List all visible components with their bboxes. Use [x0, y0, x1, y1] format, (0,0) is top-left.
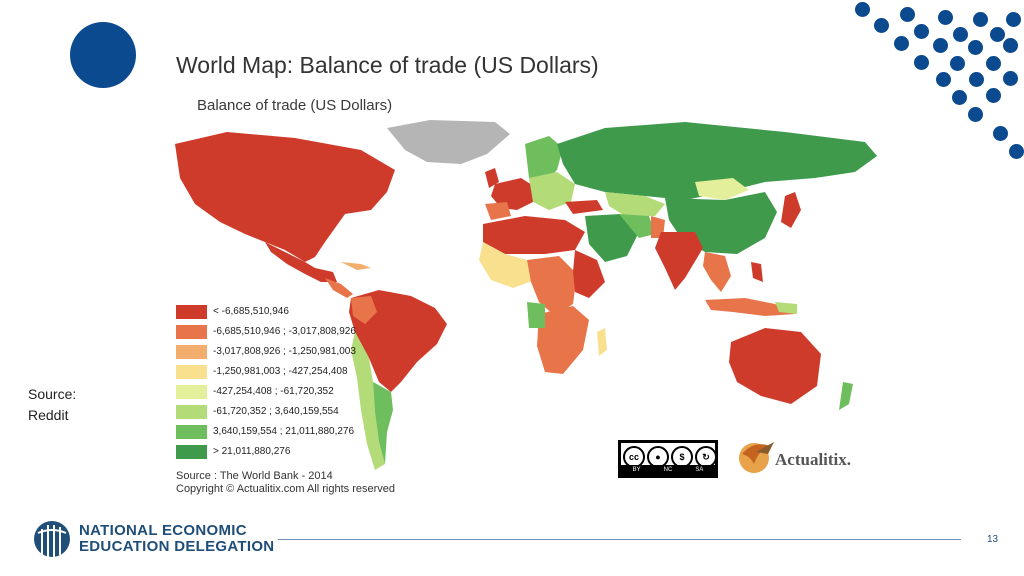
middle-east-region	[585, 214, 639, 262]
india-region	[655, 232, 703, 290]
legend-swatch	[176, 364, 207, 379]
world-map	[175, 120, 877, 470]
legend-label: 3,640,159,554 ; 21,011,880,276	[213, 426, 355, 437]
cc-badge-terms: BY NC SA	[621, 465, 715, 475]
legend-label: > 21,011,880,276	[213, 446, 291, 457]
north-america-region	[175, 132, 395, 262]
indonesia-region	[705, 298, 795, 316]
org-line-1: NATIONAL ECONOMIC	[79, 522, 247, 539]
uk-region	[485, 168, 499, 188]
page-number: 13	[987, 534, 999, 545]
southeast-asia-region	[703, 252, 731, 292]
decorative-circle	[70, 22, 136, 88]
kazakhstan-region	[605, 192, 665, 216]
legend-label: < -6,685,510,946	[213, 306, 289, 317]
map-source-line: Source : The World Bank - 2014	[176, 470, 333, 482]
east-africa-region	[573, 250, 605, 298]
legend-swatch	[176, 444, 207, 459]
legend-label: -427,254,408 ; -61,720,352	[213, 386, 334, 397]
legend-item: -61,720,352 ; 3,640,159,554	[176, 402, 356, 421]
legend-label: -1,250,981,003 ; -427,254,408	[213, 366, 348, 377]
iran-region	[619, 214, 655, 238]
legend-item: -427,254,408 ; -61,720,352	[176, 382, 356, 401]
nc-dollar-icon: $	[671, 446, 693, 468]
source-value: Reddit	[28, 407, 69, 423]
legend-swatch	[176, 424, 207, 439]
organization-name: NATIONAL ECONOMIC EDUCATION DELEGATION	[79, 523, 274, 555]
cc-sa-label: SA	[695, 467, 704, 473]
cc-by-label: BY	[632, 467, 641, 473]
mexico-region	[265, 242, 337, 282]
map-title: Balance of trade (US Dollars)	[197, 97, 393, 114]
turkey-region	[565, 200, 603, 214]
central-america-region	[325, 278, 353, 298]
legend-swatch	[176, 344, 207, 359]
philippines-region	[751, 262, 763, 282]
legend-swatch	[176, 404, 207, 419]
legend-item: 3,640,159,554 ; 21,011,880,276	[176, 422, 356, 441]
actualitix-logo-icon	[739, 442, 774, 473]
west-africa-region	[479, 242, 535, 288]
cc-icon-text: cc	[628, 452, 639, 462]
source-label: Source:	[28, 386, 77, 402]
world-map-panel	[165, 92, 895, 502]
legend-item: > 21,011,880,276	[176, 442, 356, 461]
legend-swatch	[176, 304, 207, 319]
mongolia-region	[695, 178, 749, 200]
iberia-region	[485, 202, 511, 220]
europe-central-region	[529, 172, 575, 210]
russia-region	[557, 122, 877, 200]
slide-title: World Map: Balance of trade (US Dollars)	[176, 52, 599, 78]
need-globe-logo-icon	[34, 521, 70, 557]
footer-divider	[278, 539, 961, 540]
legend-item: -1,250,981,003 ; -427,254,408	[176, 362, 356, 381]
creative-commons-badge[interactable]: cc ● $ ↻ BY NC SA	[618, 440, 718, 478]
colombia-region	[351, 296, 377, 324]
angola-region	[527, 302, 545, 328]
cc-nc-label: NC	[663, 467, 673, 473]
europe-west-region	[491, 178, 537, 210]
map-copyright-line: Copyright © Actualitix.com All rights re…	[176, 483, 396, 495]
legend-item: -6,685,510,946 ; -3,017,808,926	[176, 322, 356, 341]
legend-label: -3,017,808,926 ; -1,250,981,003	[213, 346, 356, 357]
japan-region	[781, 192, 801, 228]
southern-africa-region	[537, 306, 589, 374]
decorative-dot-grid	[840, 0, 1024, 170]
actualitix-brand-text: Actualitix.	[775, 450, 852, 469]
south-america-andes	[351, 332, 385, 470]
legend-label: -61,720,352 ; 3,640,159,554	[213, 406, 339, 417]
png-region	[775, 302, 797, 314]
australia-region	[729, 328, 821, 404]
legend-item: < -6,685,510,946	[176, 302, 356, 321]
madagascar-region	[597, 328, 607, 356]
slide-source-note: Source: Reddit	[28, 384, 76, 426]
legend-swatch	[176, 324, 207, 339]
legend-swatch	[176, 384, 207, 399]
greenland-region	[387, 120, 510, 164]
new-zealand-region	[839, 382, 853, 410]
org-line-2: EDUCATION DELEGATION	[79, 538, 275, 555]
europe-north-region	[525, 136, 563, 184]
caribbean-region	[341, 262, 371, 270]
north-africa-region	[483, 216, 585, 254]
south-america-argentina	[373, 382, 393, 464]
legend-label: -6,685,510,946 ; -3,017,808,926	[213, 326, 356, 337]
legend-item: -3,017,808,926 ; -1,250,981,003	[176, 342, 356, 361]
map-legend: < -6,685,510,946 -6,685,510,946 ; -3,017…	[176, 302, 356, 462]
central-africa-region	[527, 256, 577, 316]
